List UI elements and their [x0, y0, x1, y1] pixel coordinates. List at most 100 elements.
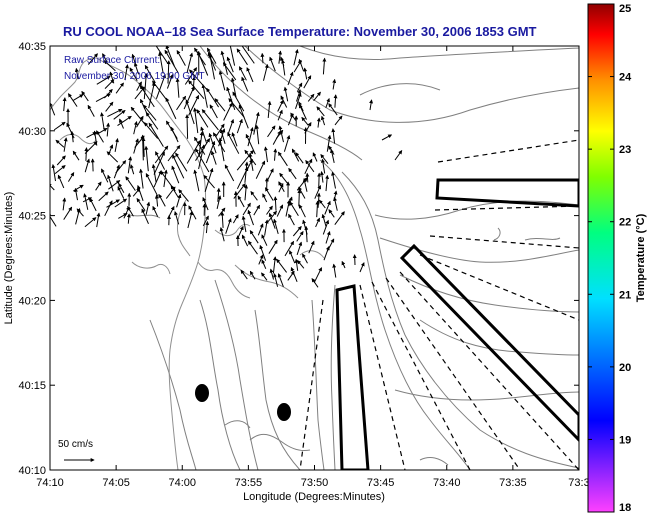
bathymetry-contours: [129, 46, 579, 470]
current-vector: [84, 217, 97, 228]
current-vector: [331, 128, 336, 144]
current-vector: [185, 99, 195, 125]
current-vector: [325, 97, 330, 108]
current-vector: [210, 150, 217, 165]
current-vector: [333, 94, 338, 108]
map-title: RU COOL NOAA–18 Sea Surface Temperature:…: [63, 24, 537, 39]
current-vector: [321, 213, 327, 228]
current-vector: [240, 269, 248, 280]
colorbar-tick-label: 20: [619, 362, 631, 374]
current-vector: [114, 198, 128, 208]
current-vector: [241, 234, 249, 247]
current-vector: [242, 202, 251, 216]
current-vector: [158, 51, 164, 74]
current-vector: [267, 125, 276, 138]
x-tick-label: 73:40: [433, 477, 461, 489]
current-vector: [193, 107, 199, 134]
current-vector: [280, 95, 288, 108]
current-vector: [369, 99, 374, 111]
scale-label: 50 cm/s: [58, 439, 93, 450]
transect-east: [435, 178, 579, 208]
current-vector: [264, 219, 269, 236]
current-vector: [268, 239, 278, 254]
current-vector: [145, 173, 159, 197]
current-vector: [312, 152, 318, 162]
current-vector: [165, 46, 175, 67]
current-vector: [313, 91, 321, 102]
current-vector: [158, 193, 166, 207]
current-vector: [277, 273, 284, 287]
transect-polygons: [335, 178, 579, 470]
y-tick-label: 40:15: [18, 380, 46, 392]
current-vector: [296, 230, 304, 242]
current-vector: [133, 62, 140, 75]
current-vector: [165, 97, 177, 120]
current-vector: [332, 78, 337, 90]
current-vector: [148, 81, 156, 109]
current-vector: [155, 151, 166, 170]
transect-south: [335, 284, 370, 470]
current-vectors: [50, 46, 403, 288]
colorbar-tick-label: 21: [619, 289, 631, 301]
current-vector: [219, 128, 226, 144]
current-vector: [84, 141, 98, 154]
current-vector: [269, 56, 276, 72]
current-vector: [106, 199, 120, 208]
current-vector: [117, 115, 132, 127]
current-vector: [196, 109, 209, 128]
current-vector: [114, 138, 119, 152]
current-vector: [307, 93, 315, 102]
x-tick-label: 73:3: [568, 477, 589, 489]
current-vector: [229, 46, 236, 66]
current-vector: [175, 77, 180, 98]
current-vector: [320, 158, 326, 174]
current-vector: [95, 181, 102, 191]
current-vector: [203, 174, 215, 189]
current-vector: [331, 171, 336, 189]
current-vector: [187, 210, 194, 229]
current-vector: [98, 191, 109, 202]
current-vector: [290, 266, 298, 282]
current-vector: [248, 152, 254, 171]
current-vector: [219, 227, 225, 242]
current-vector: [289, 250, 296, 264]
current-vector: [359, 262, 365, 273]
current-vector: [139, 168, 144, 189]
current-vector: [155, 73, 166, 99]
current-vector: [253, 111, 260, 135]
current-vector: [117, 186, 125, 199]
current-vector: [218, 70, 226, 91]
colorbar-label: Temperature (°C): [635, 213, 647, 302]
current-vector: [145, 201, 151, 215]
current-vector: [324, 200, 331, 215]
current-vector: [95, 93, 111, 103]
current-vector: [295, 152, 304, 164]
current-vector: [139, 84, 155, 108]
current-vector: [113, 164, 120, 179]
current-vector: [258, 254, 264, 265]
current-vector: [281, 59, 286, 76]
current-vector: [278, 181, 285, 192]
current-vector: [96, 130, 104, 143]
current-vector: [57, 174, 65, 189]
x-axis: 74:10 74:05 74:00 73:55 73:50 73:45 73:40 73:35…: [36, 46, 590, 489]
current-vector: [74, 187, 78, 201]
current-vector: [62, 97, 67, 112]
x-tick-label: 73:35: [499, 477, 527, 489]
current-vector: [319, 171, 324, 183]
current-vector: [316, 117, 321, 128]
current-vector: [166, 73, 174, 89]
coastline: [50, 57, 325, 470]
current-vector: [170, 126, 179, 143]
current-vector: [62, 197, 67, 211]
current-vector: [285, 199, 291, 217]
current-vector: [72, 150, 80, 161]
current-vector: [323, 245, 330, 261]
current-vector: [167, 144, 181, 162]
current-vector: [305, 159, 315, 173]
current-vector: [341, 260, 346, 269]
current-vector: [287, 113, 294, 126]
colorbar-tick-label: 19: [619, 434, 631, 446]
current-vector: [241, 215, 247, 233]
